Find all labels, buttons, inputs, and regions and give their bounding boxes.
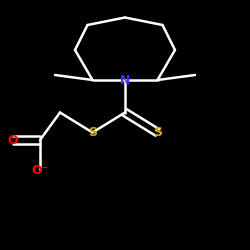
- Text: S: S: [153, 126, 162, 139]
- Text: O: O: [7, 134, 18, 146]
- Text: O⁻: O⁻: [32, 164, 48, 176]
- Text: N: N: [120, 74, 130, 86]
- Text: S: S: [88, 126, 97, 139]
